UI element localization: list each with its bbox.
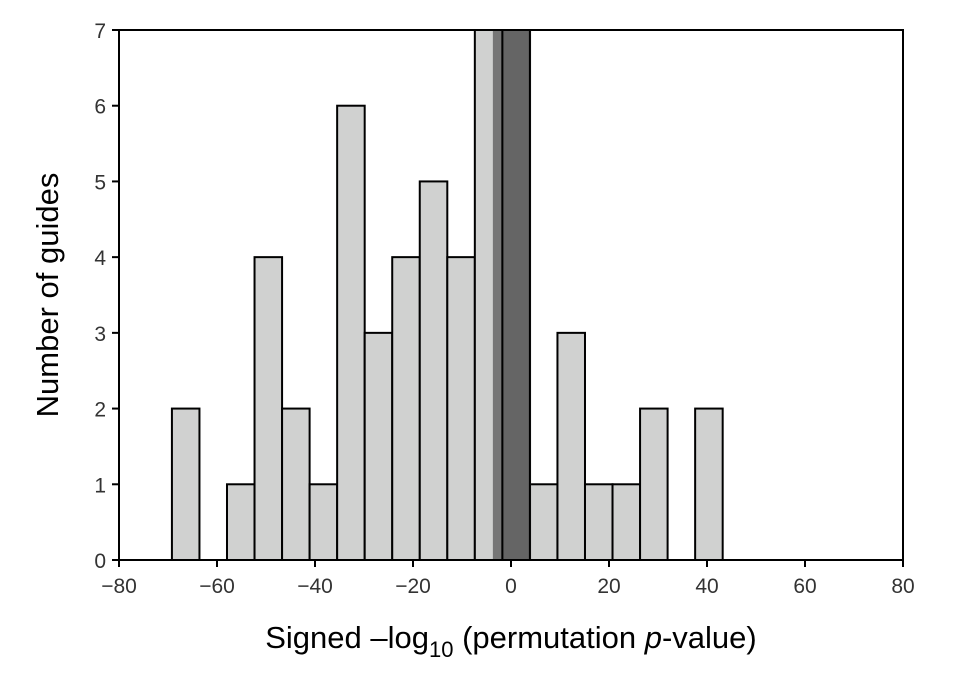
y-tick-label: 3	[94, 323, 106, 346]
y-tick-label: 2	[94, 399, 106, 422]
histogram-bar	[170, 407, 201, 562]
x-tick-label: 20	[597, 575, 620, 598]
histogram-bar	[639, 407, 669, 562]
histogram-bar	[308, 483, 339, 561]
y-tick-label: 6	[94, 96, 106, 119]
x-tick-label: 60	[793, 575, 816, 598]
histogram-bar	[391, 256, 421, 561]
histogram-bar	[556, 331, 586, 561]
histogram-bar	[611, 483, 642, 561]
x-tick-label: 0	[505, 575, 517, 598]
histogram-bar	[694, 407, 724, 562]
y-tick-label: 5	[94, 171, 106, 194]
histogram-bar	[281, 407, 311, 562]
x-tick-label: −20	[395, 575, 431, 598]
histogram-bar	[363, 331, 394, 561]
x-axis-label: Signed –log10 (permutation p-value)	[265, 620, 757, 662]
x-tick-label: −80	[101, 575, 137, 598]
x-tick-label: 40	[695, 575, 718, 598]
y-tick-label: 4	[94, 247, 106, 270]
histogram-bar	[418, 180, 449, 562]
shaded-span	[492, 30, 532, 560]
histogram-bar	[583, 483, 614, 561]
x-tick-label: −60	[199, 575, 235, 598]
y-tick-label: 7	[94, 20, 106, 43]
y-tick-label: 1	[94, 474, 106, 497]
histogram-bar	[225, 483, 256, 561]
histogram-bar	[336, 104, 366, 561]
histogram-bar	[446, 256, 476, 561]
x-tick-label: −40	[297, 575, 333, 598]
histogram-bar	[528, 483, 559, 561]
y-axis-label: Number of guides	[30, 173, 65, 418]
x-tick-label: 80	[891, 575, 914, 598]
histogram-bar	[253, 256, 284, 561]
y-tick-label: 0	[94, 550, 106, 573]
